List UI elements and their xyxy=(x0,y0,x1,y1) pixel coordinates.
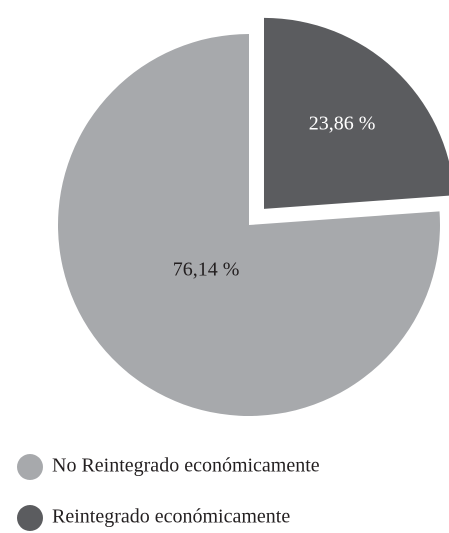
legend-label: Reintegrado económicamente xyxy=(52,506,290,528)
legend-swatch xyxy=(17,505,43,531)
legend-label: No Reintegrado económicamente xyxy=(52,455,320,477)
data-label: 23,86 % xyxy=(309,113,376,135)
legend-swatch xyxy=(17,454,43,480)
pie-slice xyxy=(263,17,449,209)
pie-slice xyxy=(57,34,440,416)
data-label: 76,14 % xyxy=(173,259,240,281)
